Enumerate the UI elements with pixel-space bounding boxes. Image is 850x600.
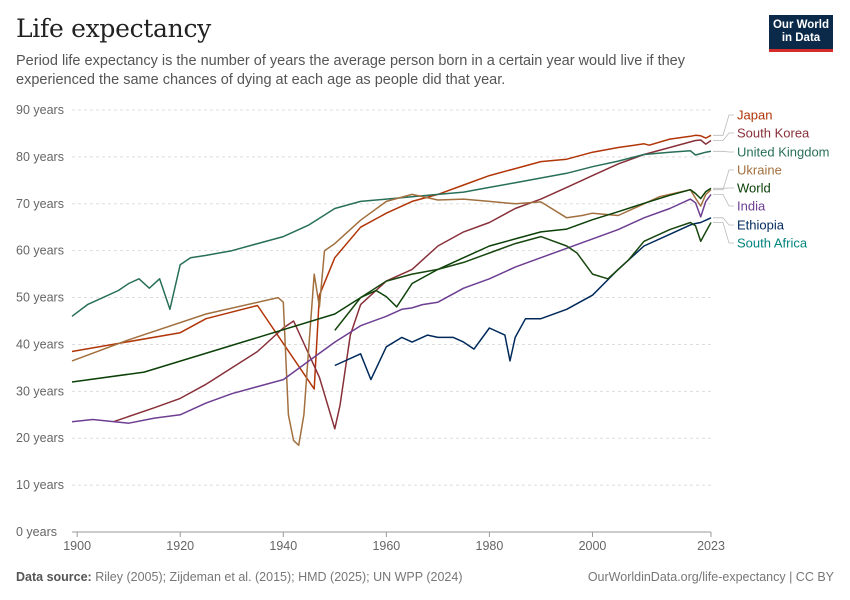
y-tick-label: 90 years (16, 103, 64, 117)
series-line-japan (71, 134, 712, 390)
series-layer (71, 134, 712, 447)
owid-logo[interactable]: Our World in Data (769, 15, 833, 52)
y-tick-label: 40 years (16, 337, 64, 351)
y-tick-label: 10 years (16, 478, 64, 492)
x-tick-label: 1900 (63, 539, 91, 553)
legend-label-united-kingdom: United Kingdom (737, 145, 830, 160)
label-connector (713, 114, 734, 136)
axis-layer: 0 years 10 years 20 years 30 years 40 years 5… (16, 103, 725, 553)
x-tick-label: 1920 (166, 539, 194, 553)
label-connector (713, 194, 734, 207)
series-line-united-kingdom (71, 150, 712, 317)
logo-line-1: Our World (772, 19, 829, 31)
x-tick-label: 2000 (579, 539, 607, 553)
y-tick-label: 60 years (16, 244, 64, 258)
legend-label-ethiopia: Ethiopia (737, 218, 785, 233)
series-line-world (71, 187, 712, 383)
label-connector (713, 217, 734, 226)
series-line-india (71, 193, 712, 424)
y-tick-label: 30 years (16, 384, 64, 398)
footer-source: Data source: Riley (2005); Zijdeman et a… (16, 570, 463, 584)
label-connector (713, 132, 734, 141)
series-line-ethiopia (334, 217, 712, 381)
y-tick-label: 50 years (16, 291, 64, 305)
label-connector (713, 222, 734, 244)
source-text: Riley (2005); Zijdeman et al. (2015); HM… (95, 570, 463, 584)
legend-label-south-africa: South Africa (737, 236, 808, 251)
y-tick-label: 80 years (16, 150, 64, 164)
label-layer: Japan South Korea United Kingdom Ukraine Wor… (713, 108, 830, 251)
legend-label-world: World (737, 181, 771, 196)
legend-label-south-korea: South Korea (737, 126, 810, 141)
legend-label-india: India (737, 199, 766, 214)
footer-url[interactable]: OurWorldinData.org/life-expectancy | CC … (587, 570, 834, 584)
source-label: Data source: (16, 570, 92, 584)
chart-subtitle: Period life expectancy is the number of … (16, 53, 685, 88)
legend-label-japan: Japan (737, 108, 772, 123)
series-line-south-korea (112, 139, 712, 430)
chart-title: Life expectancy (16, 14, 211, 43)
y-tick-label: 20 years (16, 431, 64, 445)
label-connector (713, 150, 734, 153)
series-line-ukraine (71, 188, 712, 447)
grid-layer (72, 109, 711, 533)
x-tick-label: 1980 (476, 539, 504, 553)
label-connector (713, 169, 734, 191)
x-tick-label: 2023 (697, 539, 725, 553)
series-line-south-africa (334, 221, 712, 331)
x-tick-label: 1960 (372, 539, 400, 553)
legend-label-ukraine: Ukraine (737, 163, 782, 178)
y-tick-label: 0 years (16, 525, 57, 539)
logo-line-2: in Data (781, 32, 821, 44)
x-tick-label: 1940 (269, 539, 297, 553)
y-tick-label: 70 years (16, 197, 64, 211)
